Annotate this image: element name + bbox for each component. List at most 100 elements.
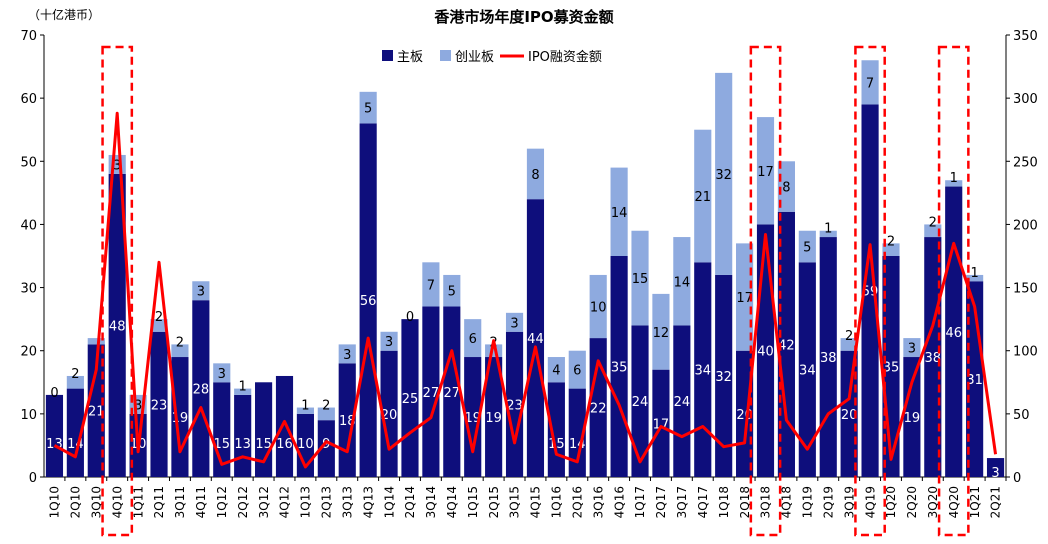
gem-value-label: 2 [176, 335, 184, 350]
gem-value-label: 2 [322, 399, 330, 414]
main-board-value-label: 44 [527, 332, 544, 347]
x-tick-label: 2Q11 [152, 486, 166, 518]
x-tick-label: 3Q15 [508, 486, 522, 518]
gem-value-label: 3 [385, 335, 393, 350]
main-board-value-label: 38 [820, 351, 837, 366]
gem-value-label: 3 [343, 348, 351, 363]
main-board-value-label: 34 [799, 364, 816, 379]
main-board-bar [234, 395, 251, 477]
x-tick-label: 2Q13 [320, 486, 334, 518]
gem-value-label: 1 [950, 171, 958, 186]
y-axis-unit-label: （十亿港币） [28, 7, 100, 22]
x-tick-label: 1Q11 [131, 486, 145, 518]
main-board-value-label: 19 [904, 411, 921, 426]
gem-value-label: 1 [301, 399, 309, 414]
gem-value-label: 3 [510, 316, 518, 331]
x-tick-label: 1Q13 [299, 486, 313, 518]
y-right-tick-label: 250 [1013, 155, 1038, 170]
x-tick-label: 3Q12 [257, 486, 271, 518]
x-tick-label: 4Q12 [278, 486, 292, 518]
main-board-value-label: 24 [674, 395, 691, 410]
gem-value-label: 14 [611, 206, 628, 221]
main-board-value-label: 35 [611, 361, 628, 376]
gem-value-label: 5 [803, 241, 811, 256]
gem-value-label: 0 [406, 310, 414, 325]
y-left-tick-label: 10 [20, 408, 37, 423]
legend-label-main: 主板 [397, 50, 423, 65]
x-tick-label: 3Q11 [173, 486, 187, 518]
main-board-bar [46, 395, 63, 477]
gem-value-label: 2 [845, 329, 853, 344]
x-tick-label: 2Q20 [905, 486, 919, 518]
gem-value-label: 10 [590, 301, 607, 316]
x-tick-label: 2Q17 [654, 486, 668, 518]
gem-value-label: 17 [757, 165, 774, 180]
x-tick-label: 1Q10 [48, 486, 62, 518]
x-tick-label: 1Q18 [717, 486, 731, 518]
gem-value-label: 14 [674, 275, 691, 290]
y-left-tick-label: 30 [20, 282, 37, 297]
main-board-value-label: 3 [991, 466, 999, 481]
x-tick-label: 1Q21 [968, 486, 982, 518]
x-tick-label: 4Q18 [780, 486, 794, 518]
x-tick-label: 4Q14 [445, 486, 459, 518]
x-tick-label: 4Q17 [696, 486, 710, 518]
main-board-value-label: 24 [632, 395, 649, 410]
x-tick-label: 2Q10 [69, 486, 83, 518]
gem-value-label: 2 [887, 234, 895, 249]
main-board-value-label: 25 [402, 392, 419, 407]
x-tick-label: 1Q20 [884, 486, 898, 518]
x-tick-label: 1Q14 [382, 486, 396, 518]
gem-value-label: 7 [427, 278, 435, 293]
y-left-tick-label: 40 [20, 218, 37, 233]
y-right-tick-label: 0 [1013, 471, 1021, 486]
x-tick-label: 4Q16 [612, 486, 626, 518]
main-board-value-label: 10 [297, 437, 314, 452]
gem-value-label: 1 [824, 222, 832, 237]
x-tick-label: 3Q16 [591, 486, 605, 518]
gem-value-label: 3 [218, 367, 226, 382]
x-tick-label: 3Q14 [424, 486, 438, 518]
x-tick-label: 4Q15 [529, 486, 543, 518]
main-board-value-label: 27 [444, 386, 461, 401]
x-tick-label: 3Q13 [340, 486, 354, 518]
x-tick-label: 4Q10 [110, 486, 124, 518]
gem-value-label: 6 [573, 364, 581, 379]
main-board-value-label: 13 [234, 437, 251, 452]
y-right-tick-label: 200 [1013, 218, 1038, 233]
gem-value-label: 1 [970, 266, 978, 281]
legend-swatch-main [382, 50, 393, 61]
gem-value-label: 32 [715, 168, 732, 183]
gem-value-label: 15 [632, 272, 649, 287]
main-board-value-label: 46 [945, 326, 962, 341]
gem-value-label: 6 [469, 332, 477, 347]
main-board-value-label: 56 [360, 294, 377, 309]
main-board-value-label: 16 [276, 437, 293, 452]
main-board-bar [276, 376, 293, 477]
gem-value-label: 1 [239, 380, 247, 395]
gem-value-label: 3 [908, 342, 916, 357]
x-tick-label: 2Q14 [403, 486, 417, 518]
y-right-tick-label: 100 [1013, 345, 1038, 360]
y-right-tick-label: 50 [1013, 408, 1030, 423]
main-board-value-label: 14 [67, 437, 84, 452]
bars [46, 60, 1004, 477]
x-tick-label: 3Q17 [675, 486, 689, 518]
gem-value-label: 5 [364, 102, 372, 117]
gem-value-label: 0 [50, 386, 58, 401]
main-board-value-label: 32 [715, 370, 732, 385]
x-tick-label: 1Q17 [633, 486, 647, 518]
gem-value-label: 12 [653, 326, 670, 341]
gem-value-label: 2 [71, 367, 79, 382]
main-board-value-label: 48 [109, 319, 126, 334]
gem-value-label: 21 [694, 190, 711, 205]
gem-value-label: 2 [155, 310, 163, 325]
gem-value-label: 8 [531, 168, 539, 183]
main-board-value-label: 19 [172, 411, 189, 426]
legend-label-gem: 创业板 [455, 50, 494, 65]
gem-value-label: 3 [197, 285, 205, 300]
main-board-value-label: 23 [151, 398, 168, 413]
gem-value-label: 7 [866, 76, 874, 91]
